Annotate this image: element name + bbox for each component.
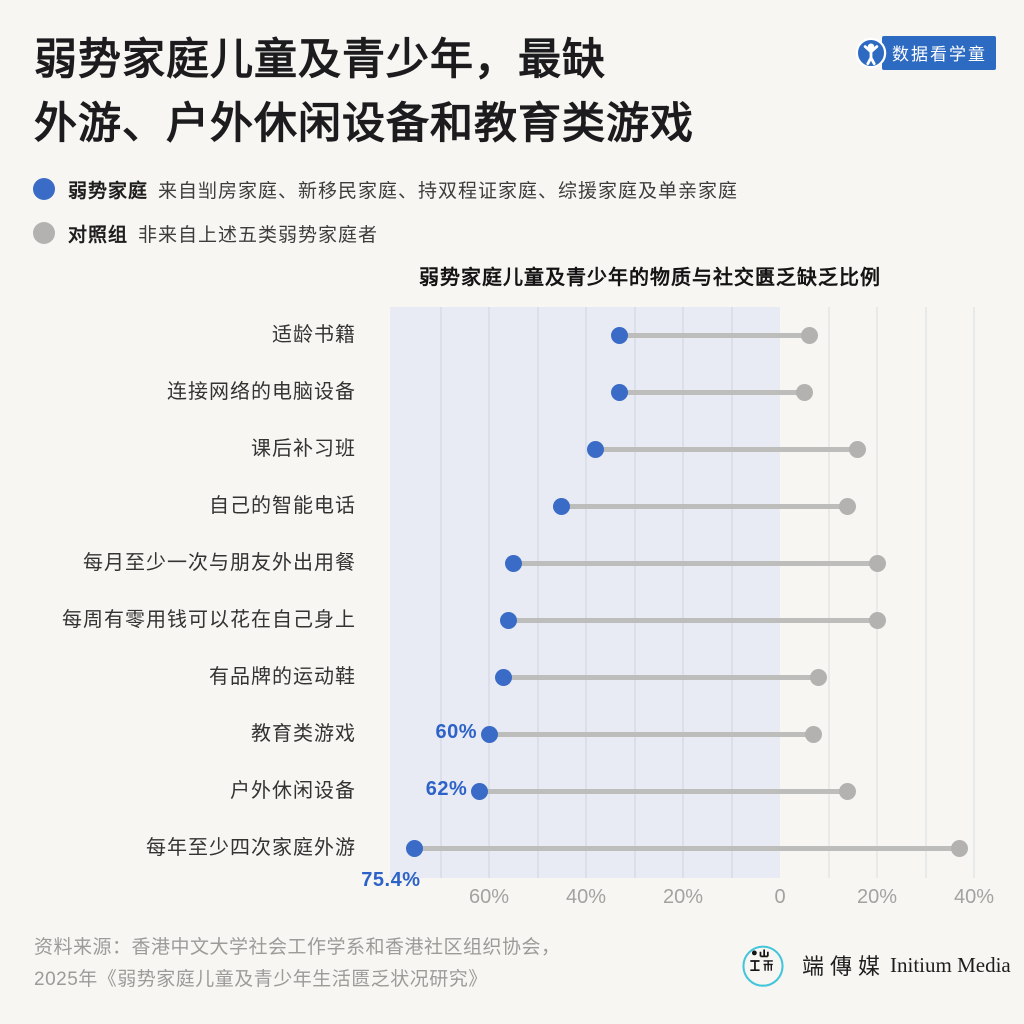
gridline — [536, 307, 539, 878]
gray-dot — [795, 383, 813, 401]
gridline — [488, 307, 490, 878]
gridline — [633, 307, 636, 878]
gray-dot — [950, 839, 968, 857]
connector-line — [513, 560, 877, 566]
category-label: 每年至少四次家庭外游 — [146, 837, 356, 859]
blue-dot — [611, 383, 629, 401]
legend-term: 对照组 — [68, 224, 129, 246]
value-label: 75.4% — [361, 869, 421, 891]
blue-dot — [480, 725, 498, 743]
page-title: 弱势家庭儿童及青少年，最缺 外游、户外休闲设备和教育类游戏 — [34, 28, 834, 156]
blue-dot — [504, 554, 522, 572]
blue-dot — [553, 497, 571, 515]
gridline — [876, 307, 878, 878]
axis-tick-label: 60% — [468, 886, 510, 908]
connector-line — [414, 845, 960, 851]
blue-dot — [470, 782, 488, 800]
connector-line — [508, 617, 877, 623]
legend-term: 弱势家庭 — [68, 180, 149, 202]
gridline — [827, 307, 830, 878]
blue-dot — [405, 839, 423, 857]
category-label: 户外休闲设备 — [230, 780, 356, 802]
connector-line — [619, 389, 805, 395]
legend-swatch-blue — [33, 178, 55, 200]
gray-dot — [839, 782, 857, 800]
category-label: 有品牌的运动鞋 — [209, 666, 356, 688]
gray-dot — [805, 725, 823, 743]
gray-dot — [839, 497, 857, 515]
gridline — [924, 307, 927, 878]
chart-title: 弱势家庭儿童及青少年的物质与社交匮乏缺乏比例 — [419, 267, 881, 289]
axis-tick-label: 20% — [662, 886, 704, 908]
connector-line — [503, 674, 819, 680]
legend-desc: 非来自上述五类弱势家庭者 — [138, 224, 379, 246]
value-label: 62% — [425, 778, 468, 800]
child-figure-icon — [855, 37, 887, 69]
category-label: 自己的智能电话 — [209, 495, 356, 517]
source-line2: 2025年《弱势家庭儿童及青少年生活匮乏状况研究》 — [34, 969, 488, 990]
gray-dot — [810, 668, 828, 686]
source-line1: 资料来源：香港中文大学社会工作学系和香港社区组织协会， — [34, 937, 561, 958]
axis-tick-label: 40% — [953, 886, 995, 908]
legend-item-vulnerable: 弱势家庭 来自㓥房家庭、新移民家庭、持双程证家庭、综援家庭及单亲家庭 — [33, 175, 738, 203]
page-title-line2: 外游、户外休闲设备和教育类游戏 — [34, 100, 694, 148]
connector-line — [619, 332, 810, 338]
series-badge: 数据看学童 — [855, 36, 996, 70]
gridline — [973, 307, 975, 878]
connector-line — [479, 788, 848, 794]
initium-media-logo: 端傳媒 Initium Media — [740, 942, 1011, 988]
source-note: 资料来源：香港中文大学社会工作学系和香港社区组织协会， 2025年《弱势家庭儿童… — [34, 932, 561, 996]
category-label: 课后补习班 — [251, 438, 356, 460]
gray-dot — [868, 611, 886, 629]
legend-desc: 来自㓥房家庭、新移民家庭、持双程证家庭、综援家庭及单亲家庭 — [158, 180, 739, 202]
category-label: 每月至少一次与朋友外出用餐 — [83, 552, 356, 574]
axis-tick-label: 0 — [774, 886, 786, 908]
category-label: 适龄书籍 — [272, 324, 356, 346]
initium-circle-icon — [740, 942, 786, 988]
blue-dot — [499, 611, 517, 629]
connector-line — [561, 503, 848, 509]
gray-dot — [849, 440, 867, 458]
gridline — [682, 307, 684, 878]
connector-line — [489, 731, 814, 737]
category-label: 连接网络的电脑设备 — [167, 381, 356, 403]
page-title-line1: 弱势家庭儿童及青少年，最缺 — [34, 36, 606, 84]
category-label: 每周有零用钱可以花在自己身上 — [62, 609, 356, 631]
blue-dot — [495, 668, 513, 686]
gridline — [439, 307, 442, 878]
axis-tick-label: 20% — [856, 886, 898, 908]
category-label: 教育类游戏 — [251, 723, 356, 745]
axis-tick-label: 40% — [565, 886, 607, 908]
logo-name-en: Initium Media — [890, 952, 1011, 977]
logo-name-zh: 端傳媒 — [802, 954, 887, 979]
gray-dot — [800, 326, 818, 344]
connector-line — [595, 446, 858, 452]
gridline — [585, 307, 587, 878]
legend-swatch-gray — [33, 222, 55, 244]
blue-dot — [587, 440, 605, 458]
value-label: 60% — [435, 721, 477, 743]
legend: 弱势家庭 来自㓥房家庭、新移民家庭、持双程证家庭、综援家庭及单亲家庭 对照组 非… — [33, 175, 738, 263]
blue-dot — [611, 326, 629, 344]
series-badge-label: 数据看学童 — [882, 36, 996, 70]
gray-dot — [868, 554, 886, 572]
gridline — [730, 307, 733, 878]
legend-item-control: 对照组 非来自上述五类弱势家庭者 — [33, 219, 738, 247]
shaded-band — [390, 307, 780, 878]
